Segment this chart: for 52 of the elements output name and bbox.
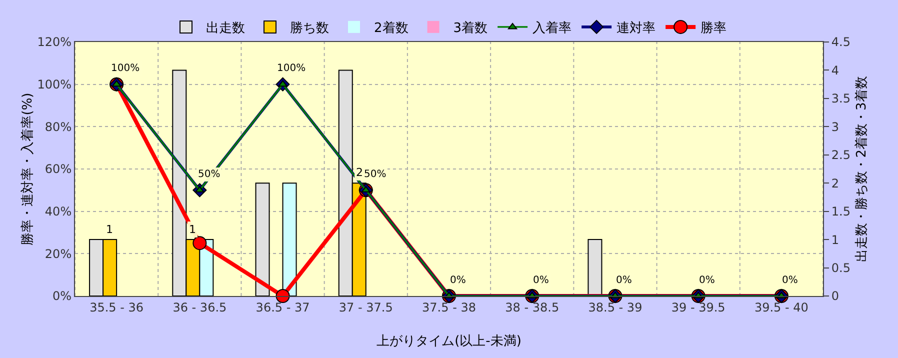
y2-tick-label: 0 xyxy=(831,289,840,304)
y2-tick-label: 3 xyxy=(831,120,840,134)
y-tick-label: 20% xyxy=(44,246,72,261)
point xyxy=(276,289,290,303)
y-tick-label: 0% xyxy=(52,289,72,304)
data-label: 50% xyxy=(198,169,220,180)
x-tick-label: 35.5 - 36 xyxy=(90,300,144,314)
legend-label: 3着数 xyxy=(453,20,488,36)
x-tick-label: 38.5 - 39 xyxy=(588,300,642,314)
data-label: 0% xyxy=(450,275,466,286)
y-tick-label: 80% xyxy=(44,120,72,134)
y-tick-label: 40% xyxy=(44,204,72,219)
legend-label: 2着数 xyxy=(374,20,408,36)
y-axis-title: 勝率・連対率・入着率(%) xyxy=(19,92,36,246)
x-tick-label: 39.5 - 40 xyxy=(754,300,808,314)
x-tick-label: 36 - 36.5 xyxy=(172,300,227,314)
x-tick-label: 38 - 38.5 xyxy=(505,300,560,314)
y2-tick-label: 1.5 xyxy=(831,204,850,219)
y2-axis-title: 出走数・勝ち数・2着数・3着数 xyxy=(854,76,870,262)
bar xyxy=(588,239,602,296)
point xyxy=(192,236,207,250)
y-tick-label: 60% xyxy=(44,162,72,176)
x-tick-label: 36.5 - 37 xyxy=(256,300,310,314)
x-tick-label: 37.5 - 38 xyxy=(422,300,476,314)
data-label: 100% xyxy=(277,63,306,74)
data-label: 0% xyxy=(782,275,798,286)
data-label: 1 xyxy=(106,223,113,236)
legend-label: 連対率 xyxy=(616,20,656,36)
x-tick-label: 39 - 39.5 xyxy=(671,300,726,314)
data-label: 0% xyxy=(533,275,549,286)
y2-tick-label: 4 xyxy=(831,63,840,78)
y-tick-label: 120% xyxy=(37,35,72,50)
legend-label: 勝率 xyxy=(700,20,727,36)
data-label: 0% xyxy=(699,275,715,286)
data-label: 100% xyxy=(111,63,140,74)
y2-tick-label: 3.5 xyxy=(831,92,850,106)
data-label: 2 xyxy=(356,166,363,179)
bar xyxy=(255,182,270,296)
y2-tick-label: 2.5 xyxy=(831,148,850,162)
legend-label: 出走数 xyxy=(206,21,245,36)
data-label: 50% xyxy=(364,169,386,180)
data-label: 1 xyxy=(189,223,196,236)
y2-tick-label: 1 xyxy=(831,232,840,247)
y2-tick-label: 2 xyxy=(831,176,840,190)
y-tick-label: 100% xyxy=(37,78,72,92)
legend-label: 勝ち数 xyxy=(290,21,329,36)
data-label: 0% xyxy=(616,275,632,286)
x-axis-title: 上がりタイム(以上-未満) xyxy=(376,334,522,349)
y2-tick-label: 0.5 xyxy=(831,260,850,275)
x-tick-label: 37 - 37.5 xyxy=(338,300,393,314)
legend-label: 入着率 xyxy=(532,20,572,36)
y2-tick-label: 4.5 xyxy=(831,35,850,50)
